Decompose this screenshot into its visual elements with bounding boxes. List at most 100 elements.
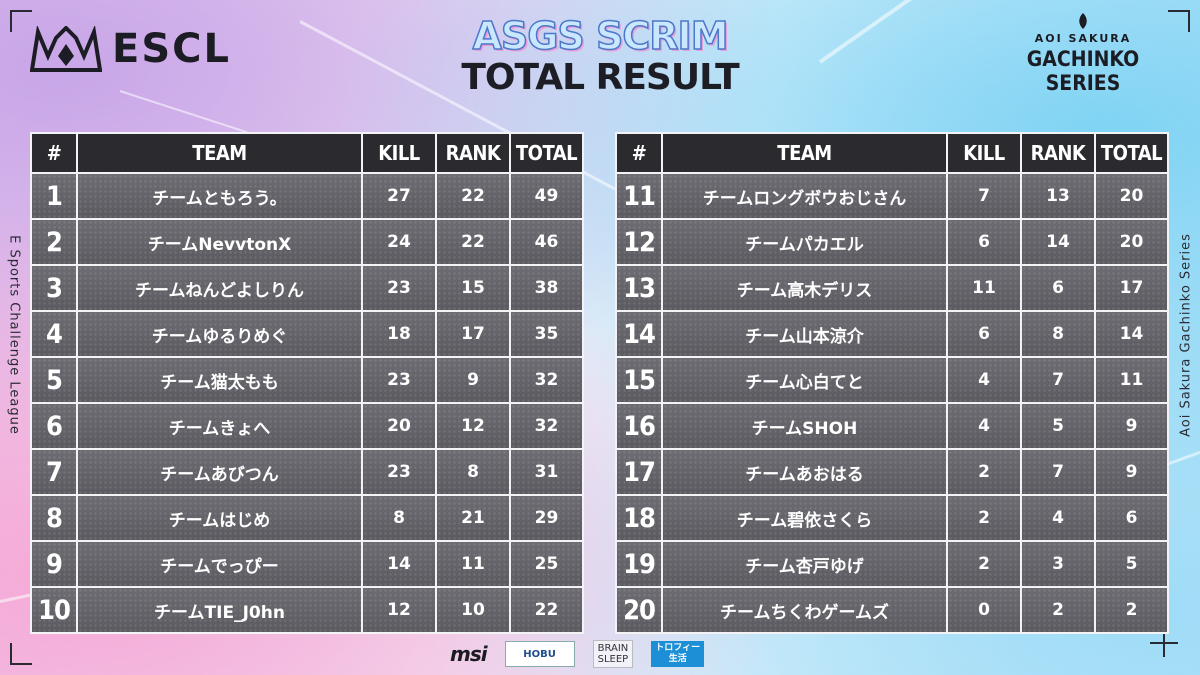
cell-team: チーム杏戸ゆげ	[663, 542, 946, 586]
cell-team: チームねんどよしりん	[78, 266, 361, 310]
cell-kill: 4	[948, 358, 1020, 402]
cell-num: 6	[32, 404, 76, 448]
cell-team: チーム碧依さくら	[663, 496, 946, 540]
cell-team: チームあびつん	[78, 450, 361, 494]
cell-kill: 24	[363, 220, 435, 264]
cell-num: 5	[32, 358, 76, 402]
series-logo-big-text: GACHINKO SERIES	[1026, 47, 1140, 95]
cell-kill: 14	[363, 542, 435, 586]
cell-total: 49	[511, 174, 582, 218]
table-row: 2 チームNevvtonX 24 22 46	[32, 220, 582, 264]
cell-kill: 11	[948, 266, 1020, 310]
cell-rank: 8	[1022, 312, 1094, 356]
table-row: 11 チームロングボウおじさん 7 13 20	[617, 174, 1167, 218]
cell-team: チーム心白てと	[663, 358, 946, 402]
brain-sleep-line1: BRAIN	[597, 643, 629, 654]
table-row: 12 チームパカエル 6 14 20	[617, 220, 1167, 264]
page-title: ASGS SCRIM TOTAL RESULT	[0, 13, 1200, 98]
side-label-right-text: Aoi Sakura Gachinko Series	[1178, 233, 1194, 437]
cell-rank: 3	[1022, 542, 1094, 586]
table-row: 17 チームあおはる 2 7 9	[617, 450, 1167, 494]
trophy-line2: 生活	[668, 654, 687, 664]
results-table-right: # TEAM KILL RANK TOTAL 11 チームロングボウおじさん 7 13…	[615, 132, 1169, 634]
cell-rank: 12	[437, 404, 509, 448]
cell-total: 22	[511, 588, 582, 632]
cell-rank: 17	[437, 312, 509, 356]
cell-total: 32	[511, 404, 582, 448]
table-row: 19 チーム杏戸ゆげ 2 3 5	[617, 542, 1167, 586]
cell-kill: 23	[363, 266, 435, 310]
cell-total: 31	[511, 450, 582, 494]
cell-rank: 6	[1022, 266, 1094, 310]
cell-rank: 5	[1022, 404, 1094, 448]
header-total: TOTAL	[1096, 134, 1167, 172]
header-rank: RANK	[1022, 134, 1094, 172]
table-row: 20 チームちくわゲームズ 0 2 2	[617, 588, 1167, 632]
cell-team: チームあおはる	[663, 450, 946, 494]
cell-total: 35	[511, 312, 582, 356]
cell-rank: 13	[1022, 174, 1094, 218]
table-row: 5 チーム猫太もも 23 9 32	[32, 358, 582, 402]
cell-kill: 2	[948, 450, 1020, 494]
header-team: TEAM	[663, 134, 946, 172]
cell-kill: 8	[363, 496, 435, 540]
cell-total: 2	[1096, 588, 1167, 632]
table-header-row: # TEAM KILL RANK TOTAL	[32, 134, 582, 172]
side-label-left-text: E Sports Challenge League	[6, 235, 22, 435]
cell-num: 1	[32, 174, 76, 218]
cell-num: 16	[617, 404, 661, 448]
cell-team: チーム高木デリス	[663, 266, 946, 310]
cell-team: チームロングボウおじさん	[663, 174, 946, 218]
cell-total: 6	[1096, 496, 1167, 540]
title-line-1: ASGS SCRIM	[472, 13, 730, 59]
cell-num: 3	[32, 266, 76, 310]
cell-total: 14	[1096, 312, 1167, 356]
cell-rank: 21	[437, 496, 509, 540]
sponsor-bar: msi HOBU BRAIN SLEEP トロフィー 生活	[450, 640, 705, 668]
sakura-leaf-icon	[1079, 13, 1087, 29]
table-row: 6 チームきょへ 20 12 32	[32, 404, 582, 448]
table-row: 14 チーム山本涼介 6 8 14	[617, 312, 1167, 356]
corner-bracket-top-right	[1168, 10, 1190, 32]
header-num: #	[617, 134, 661, 172]
header-total: TOTAL	[511, 134, 582, 172]
cell-kill: 23	[363, 450, 435, 494]
table-header-row: # TEAM KILL RANK TOTAL	[617, 134, 1167, 172]
cell-rank: 7	[1022, 358, 1094, 402]
gachinko-series-logo: AOI SAKURA GACHINKO SERIES	[1008, 12, 1158, 95]
cell-rank: 22	[437, 174, 509, 218]
results-table-left: # TEAM KILL RANK TOTAL 1 チームともろう。 27 22 49 2 チ…	[30, 132, 584, 634]
escl-logo: ESCL	[30, 26, 231, 72]
cell-num: 17	[617, 450, 661, 494]
series-logo-small-text: AOI SAKURA	[1034, 32, 1132, 45]
table-row: 13 チーム高木デリス 11 6 17	[617, 266, 1167, 310]
cell-num: 2	[32, 220, 76, 264]
table-row: 7 チームあびつん 23 8 31	[32, 450, 582, 494]
sponsor-msi-logo: msi	[450, 642, 488, 666]
sponsor-hobu-logo: HOBU	[504, 641, 575, 667]
cell-team: チームともろう。	[78, 174, 361, 218]
cell-kill: 6	[948, 312, 1020, 356]
cell-kill: 2	[948, 496, 1020, 540]
cell-kill: 12	[363, 588, 435, 632]
escl-logo-text: ESCL	[112, 26, 231, 72]
cell-total: 25	[511, 542, 582, 586]
cell-kill: 27	[363, 174, 435, 218]
cell-rank: 15	[437, 266, 509, 310]
cell-total: 5	[1096, 542, 1167, 586]
cell-rank: 8	[437, 450, 509, 494]
cell-total: 9	[1096, 404, 1167, 448]
header-team: TEAM	[78, 134, 361, 172]
sponsor-brain-sleep-logo: BRAIN SLEEP	[592, 640, 634, 668]
cell-team: チームはじめ	[78, 496, 361, 540]
table-row: 18 チーム碧依さくら 2 4 6	[617, 496, 1167, 540]
cell-kill: 7	[948, 174, 1020, 218]
cell-kill: 6	[948, 220, 1020, 264]
title-line-2: TOTAL RESULT	[461, 57, 739, 98]
cell-num: 12	[617, 220, 661, 264]
cell-rank: 4	[1022, 496, 1094, 540]
cell-total: 32	[511, 358, 582, 402]
table-row: 8 チームはじめ 8 21 29	[32, 496, 582, 540]
cell-rank: 14	[1022, 220, 1094, 264]
header-kill: KILL	[948, 134, 1020, 172]
